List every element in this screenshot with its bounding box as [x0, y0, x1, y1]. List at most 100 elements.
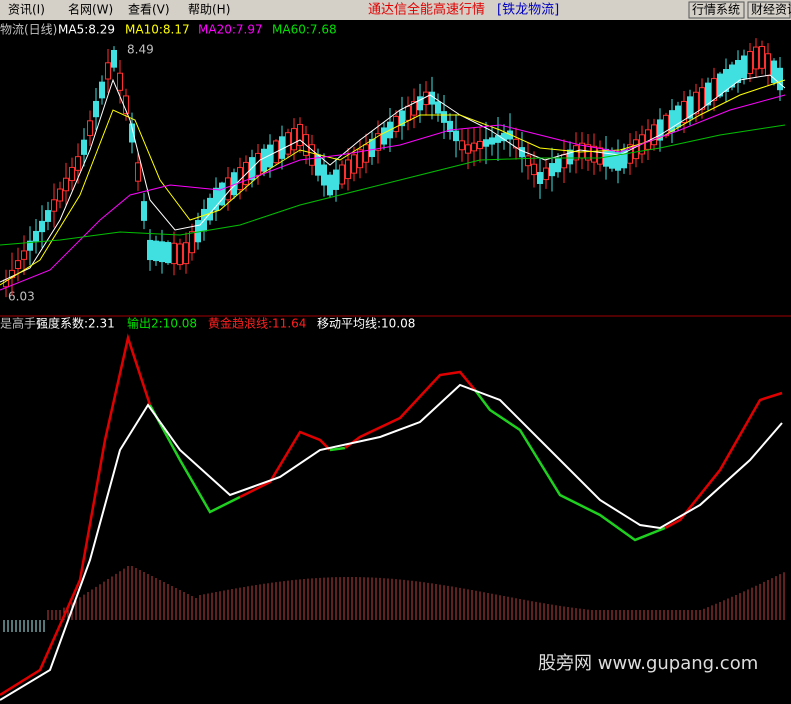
candle-body — [63, 177, 69, 192]
candle-body — [651, 124, 657, 146]
candle-body — [735, 60, 741, 83]
candle-body — [369, 138, 375, 158]
candle-body — [51, 199, 57, 212]
menu-item[interactable]: 资讯(I) — [8, 3, 45, 17]
candle-body — [771, 60, 777, 84]
candle-body — [117, 72, 123, 91]
red-line — [0, 333, 152, 697]
candle-body — [573, 145, 579, 161]
candle-body — [129, 123, 135, 143]
menu-item[interactable]: 查看(V) — [128, 3, 170, 17]
candle-body — [417, 96, 423, 111]
candle-body — [219, 182, 225, 206]
candle-body — [135, 162, 141, 182]
button-label[interactable]: 行情系统 — [692, 3, 740, 17]
candle-body — [141, 201, 147, 221]
candle-body — [15, 260, 21, 269]
button-label[interactable]: 财经资讯 — [751, 3, 791, 17]
ma60-line — [0, 124, 786, 246]
candle-body — [183, 242, 189, 265]
candle-body — [489, 137, 495, 145]
high-label: 8.49 — [127, 43, 154, 57]
ma20-line — [0, 94, 786, 291]
red-line — [239, 430, 331, 499]
candle-body — [399, 110, 405, 127]
red-line — [344, 370, 476, 450]
candle-body — [549, 163, 555, 177]
candle-body — [237, 167, 243, 191]
candle-body — [321, 164, 327, 186]
candle-body — [687, 96, 693, 119]
red-line — [664, 391, 783, 530]
button[interactable] — [747, 1, 791, 19]
candle-body — [561, 154, 567, 169]
candle-body — [105, 62, 111, 80]
menu-item[interactable]: 帮助(H) — [188, 3, 230, 17]
candle-body — [39, 220, 45, 233]
candle-body — [93, 100, 99, 118]
candle-body — [699, 87, 705, 110]
candle-body — [603, 148, 609, 167]
candle-body — [597, 147, 603, 165]
candle-body — [405, 105, 411, 121]
candle-body — [339, 164, 345, 185]
candle-body — [33, 230, 39, 242]
indicator-label: 移动平均线:10.08 — [317, 317, 415, 331]
candle-body — [327, 174, 333, 196]
candle-body — [57, 188, 63, 202]
stock-name: [铁龙物流] — [497, 3, 559, 18]
candle-body — [285, 132, 291, 155]
candle-body — [207, 197, 213, 221]
candle-body — [381, 127, 387, 145]
candle-body — [657, 119, 663, 141]
candle-body — [459, 140, 465, 151]
candle-body — [81, 139, 87, 155]
app-title: 通达信全能高速行情 — [368, 2, 485, 18]
histogram — [3, 566, 785, 632]
panel-name: 是高手) — [0, 316, 41, 331]
button[interactable] — [688, 1, 745, 19]
indicator-label: 强度系数:2.31 — [36, 316, 115, 331]
candle-body — [567, 149, 573, 165]
candle-body — [729, 64, 735, 88]
candle-body — [465, 144, 471, 154]
candle-body — [777, 67, 783, 91]
candle-body — [213, 187, 219, 211]
candle-body — [483, 139, 489, 147]
candle-body — [45, 210, 51, 222]
candle-body — [705, 82, 711, 106]
ma10-line — [0, 79, 786, 286]
candle-body — [627, 144, 633, 164]
ma-label: MA60:7.68 — [272, 23, 337, 37]
candle-body — [537, 172, 543, 184]
average-line — [0, 383, 783, 701]
candle-body — [675, 105, 681, 128]
candle-body — [693, 91, 699, 115]
candle-body — [765, 53, 771, 76]
candle-body — [261, 148, 267, 172]
panel-name: 物流(日线) — [0, 23, 57, 37]
candle-body — [291, 128, 297, 151]
candle-body — [531, 163, 537, 176]
candle-body — [69, 166, 75, 182]
menu-item[interactable]: 名网(W) — [68, 2, 113, 17]
candle-body — [501, 132, 507, 142]
candle-body — [471, 142, 477, 152]
candle-body — [357, 149, 363, 169]
candle-body — [477, 140, 483, 150]
candle-body — [441, 111, 447, 123]
candle-body — [87, 120, 93, 137]
candle-body — [411, 101, 417, 116]
candle-body — [663, 114, 669, 137]
candle-body — [3, 279, 9, 288]
candle-body — [297, 123, 303, 147]
candle-body — [153, 240, 159, 262]
candle-body — [585, 144, 591, 161]
candle-body — [99, 81, 105, 99]
candle-body — [711, 78, 717, 101]
indicator-label: 黄金趋浪线:11.64 — [208, 316, 306, 331]
candle-body — [747, 51, 753, 74]
ma-label: MA5:8.29 — [58, 23, 115, 37]
menu-bar — [0, 0, 791, 20]
